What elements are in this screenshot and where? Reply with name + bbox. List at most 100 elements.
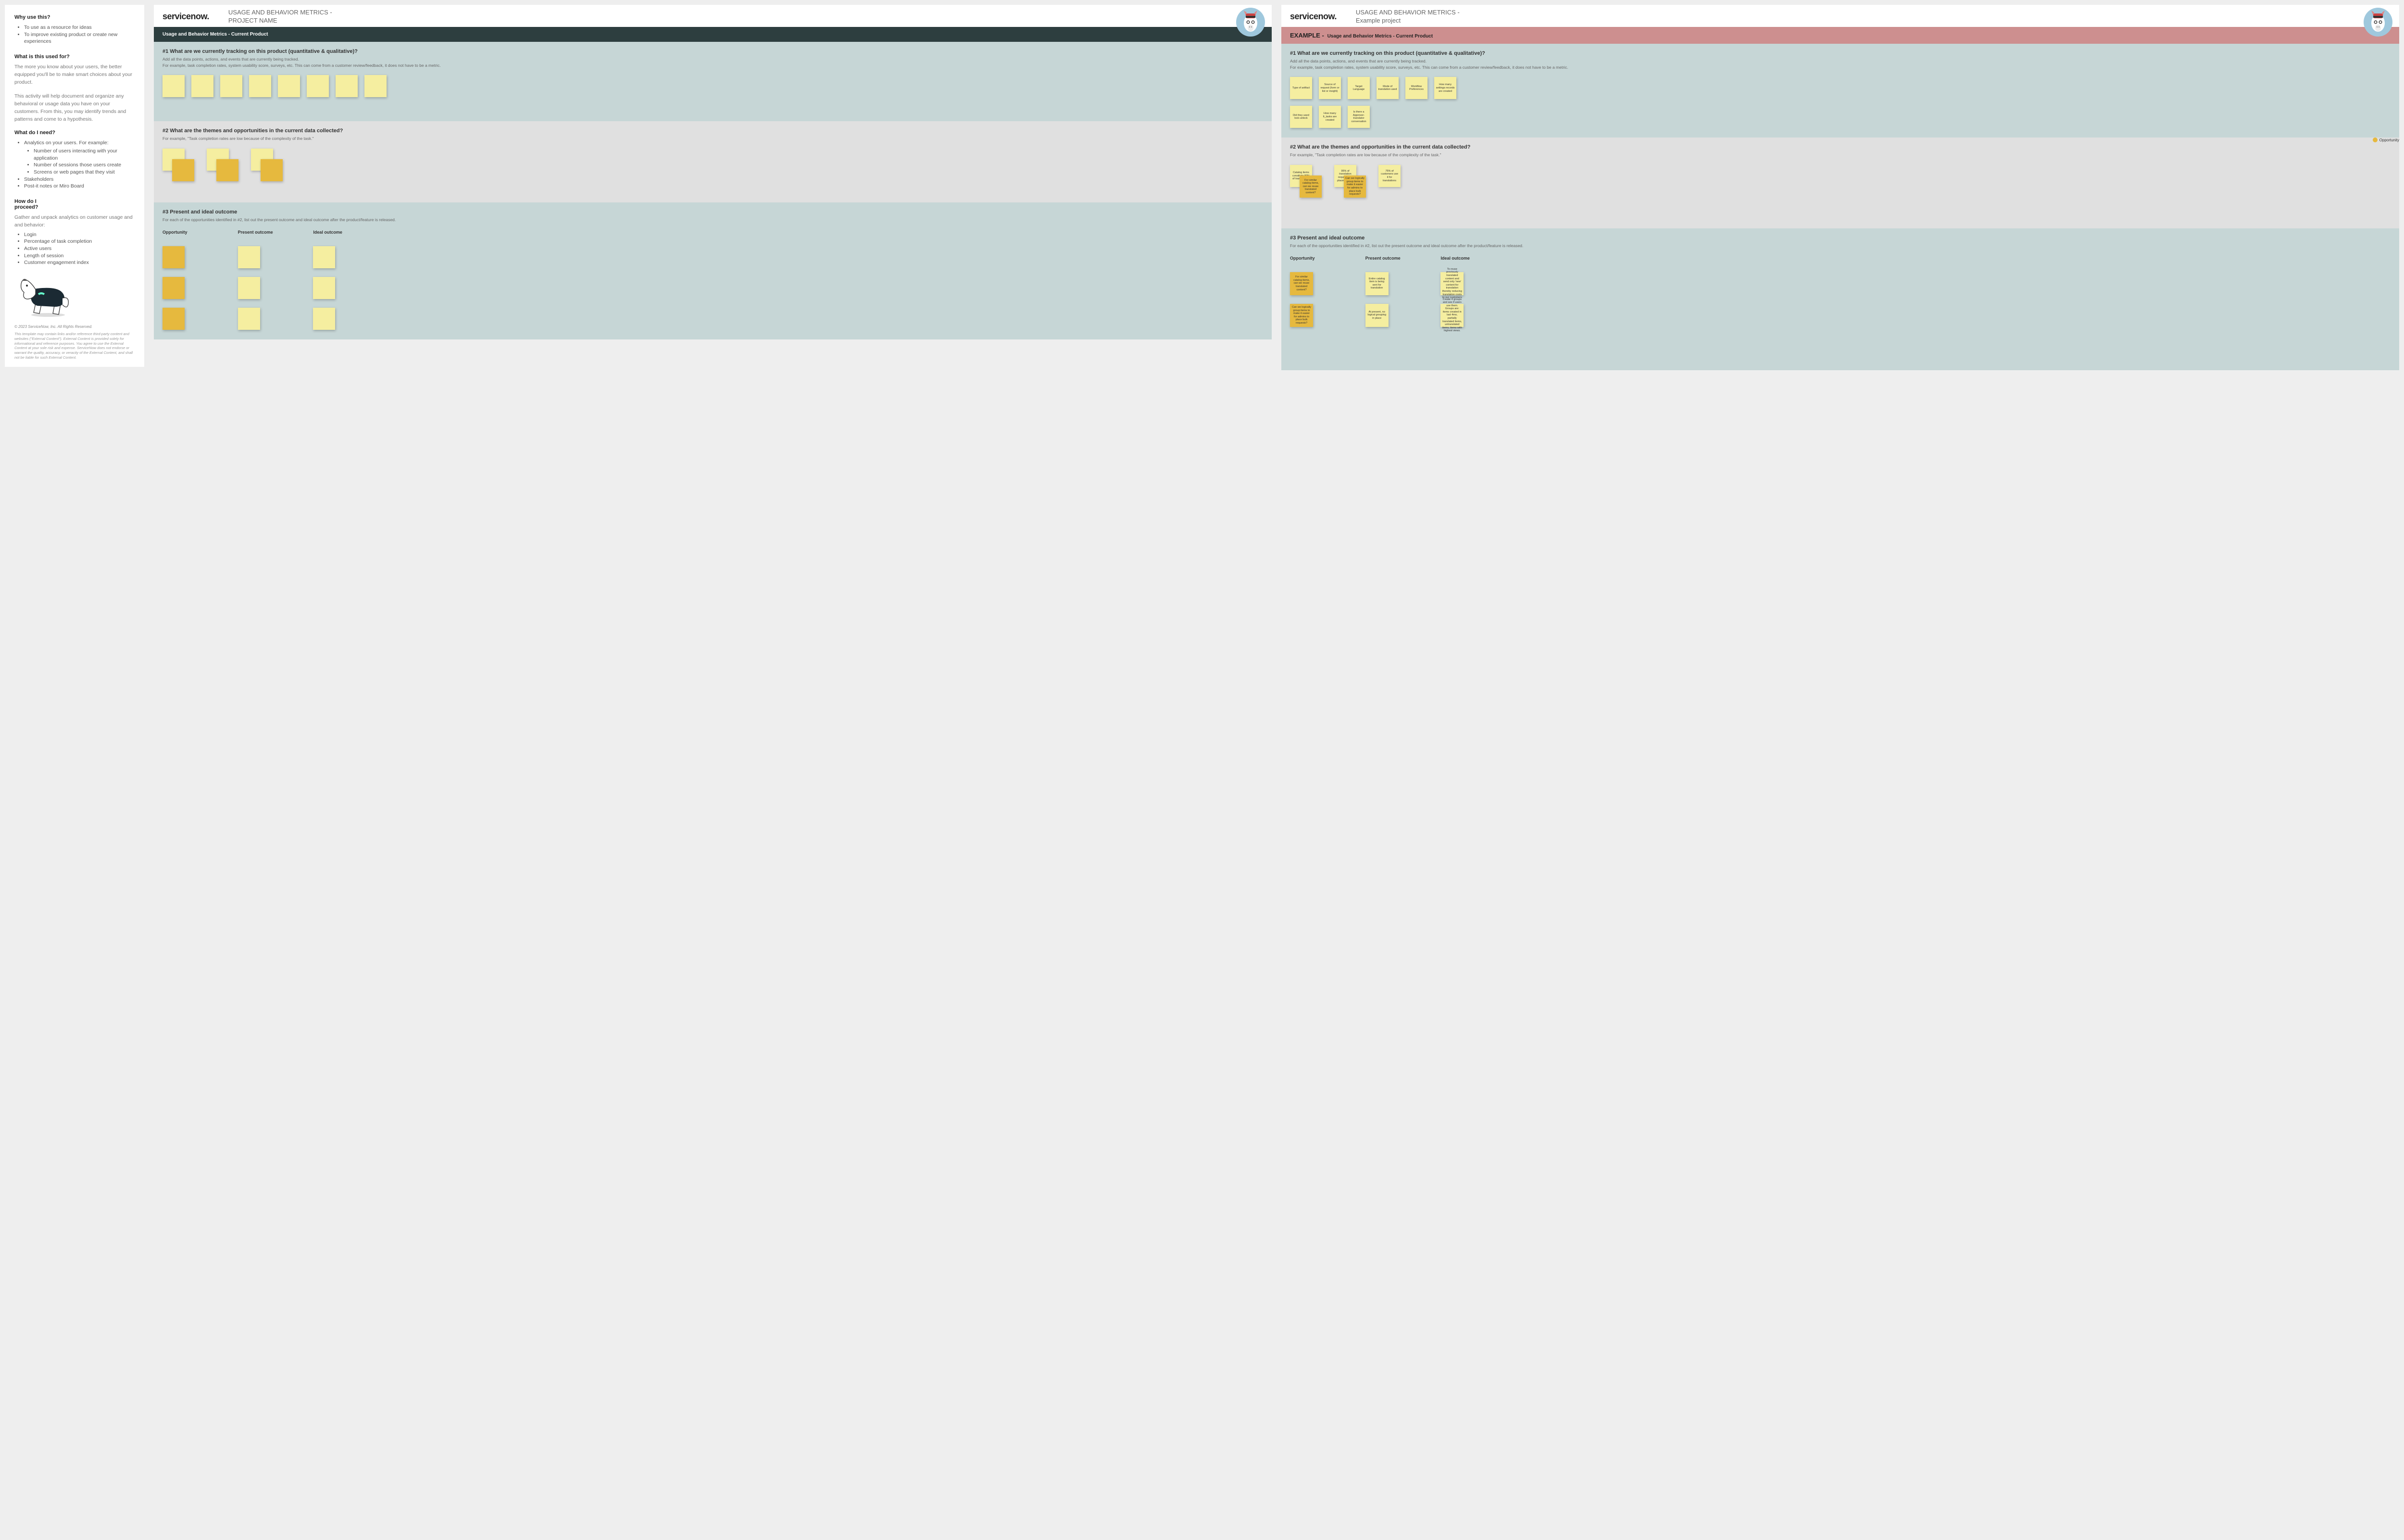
list-item: Stakeholders — [24, 176, 135, 183]
sticky-note-opportunity[interactable] — [172, 159, 194, 181]
example-header: servicenow. USAGE AND BEHAVIOR METRICS -… — [1281, 5, 2399, 27]
q1-hint: Add all the data points, actions, and ev… — [163, 56, 1263, 69]
why-list: To use as a resource for ideas To improv… — [14, 24, 135, 45]
q3-title: #3 Present and ideal outcome — [1290, 235, 2391, 241]
template-subheader: Usage and Behavior Metrics - Current Pro… — [154, 27, 1272, 42]
q1-hint: Add all the data points, actions, and ev… — [1290, 58, 2391, 71]
note-pair — [251, 149, 273, 193]
sticky-note[interactable]: Did they used lock-unlock — [1290, 106, 1312, 128]
sticky-note[interactable]: 75% of customers use it for translations — [1378, 165, 1401, 187]
heading-need: What do I need? — [14, 130, 135, 136]
disclaimer-text: This template may contain links and/or r… — [14, 332, 135, 360]
example-section-3: #3 Present and ideal outcome For each of… — [1281, 228, 2399, 370]
q2-hint: For example, "Task completion rates are … — [163, 136, 1263, 142]
q1-notes-row — [163, 75, 1263, 97]
sticky-note[interactable] — [238, 308, 260, 330]
note-pair — [163, 149, 185, 193]
example-section-2: Opportunity #2 What are the themes and o… — [1281, 138, 2399, 228]
sticky-note-opportunity[interactable]: For similar catalog items, can we reuse … — [1290, 272, 1313, 295]
example-subheader-text: Usage and Behavior Metrics - Current Pro… — [1327, 34, 1433, 39]
note-pair: 75% of customers use it for translations — [1378, 165, 1401, 209]
q2-notes-row — [163, 149, 1263, 193]
example-board: servicenow. USAGE AND BEHAVIOR METRICS -… — [1281, 5, 2399, 370]
sticky-note[interactable]: How many lt_tasks are created — [1319, 106, 1341, 128]
sticky-note[interactable] — [336, 75, 358, 97]
proceed-list: Login Percentage of task completion Acti… — [14, 231, 135, 266]
legend-label: Opportunity — [2379, 138, 2399, 142]
sticky-note[interactable] — [364, 75, 387, 97]
info-panel: Why use this? To use as a resource for i… — [5, 5, 144, 367]
col-ideal: Ideal outcome — [1440, 256, 1492, 261]
template-section-1: #1 What are we currently tracking on thi… — [154, 42, 1272, 122]
q2-hint: For example, "Task completion rates are … — [1290, 152, 2391, 158]
sticky-note-opportunity[interactable] — [261, 159, 283, 181]
col-opportunity: Opportunity — [1290, 256, 1341, 261]
servicenow-logo: servicenow. — [163, 12, 209, 22]
sticky-note[interactable]: Mode of translation used — [1377, 77, 1399, 99]
sticky-note[interactable] — [238, 246, 260, 268]
sticky-note[interactable]: Entire catalog item is being sent for tr… — [1365, 272, 1389, 295]
sticky-note-opportunity[interactable]: Can we logically group items to make it … — [1344, 175, 1366, 198]
sticky-note[interactable]: To reuse previously translated content a… — [1440, 272, 1464, 295]
col-present: Present outcome — [238, 230, 289, 235]
sticky-note[interactable]: How many settings records are created — [1434, 77, 1456, 99]
note-pair: Catalog items constitute 80% of translat… — [1290, 165, 1312, 209]
list-item: To improve existing product or create ne… — [24, 31, 135, 45]
sticky-note[interactable] — [313, 277, 335, 299]
dog-illustration — [14, 275, 135, 320]
list-item: Screens or web pages that they visit — [34, 169, 135, 176]
llama-avatar — [1236, 8, 1265, 37]
sticky-note[interactable]: Type of artifact — [1290, 77, 1312, 99]
used-para-2: This activity will help document and org… — [14, 93, 135, 123]
need-list: Analytics on your users. For example: Nu… — [14, 139, 135, 190]
sticky-note[interactable]: Source of request (form or list or insig… — [1319, 77, 1341, 99]
sticky-note[interactable] — [278, 75, 300, 97]
note-pair: 95% of translation requests are placed i… — [1334, 165, 1356, 209]
sticky-note[interactable]: At present, no logical grouping in place — [1365, 304, 1389, 327]
sticky-note[interactable] — [238, 277, 260, 299]
sticky-note[interactable] — [313, 308, 335, 330]
need-intro: Analytics on your users. For example: — [24, 140, 109, 146]
sticky-note[interactable] — [220, 75, 242, 97]
template-title: USAGE AND BEHAVIOR METRICS - PROJECT NAM… — [228, 9, 353, 25]
list-item: Number of sessions those users create — [34, 162, 135, 169]
sticky-note[interactable] — [249, 75, 271, 97]
template-header: servicenow. USAGE AND BEHAVIOR METRICS -… — [154, 5, 1272, 27]
list-item: To use as a resource for ideas — [24, 24, 135, 31]
sticky-note-opportunity[interactable]: Can we logically group items to make it … — [1290, 304, 1313, 327]
sticky-note-opportunity[interactable] — [163, 308, 185, 330]
list-item: Number of users interacting with your ap… — [34, 148, 135, 162]
sticky-note-opportunity[interactable]: For similar catalog items, can we reuse … — [1300, 175, 1322, 198]
example-subheader: EXAMPLE - Usage and Behavior Metrics - C… — [1281, 27, 2399, 44]
sticky-note[interactable]: Target Language — [1348, 77, 1370, 99]
list-item: Login — [24, 231, 135, 238]
example-prefix: EXAMPLE - — [1290, 32, 1324, 39]
template-section-2: #2 What are the themes and opportunities… — [154, 121, 1272, 202]
sticky-note[interactable]: Create 4 groups and see if users use the… — [1440, 304, 1464, 327]
q1-notes-row: Type of artifact Source of request (form… — [1290, 77, 1473, 128]
proceed-intro: Gather and unpack analytics on customer … — [14, 214, 135, 229]
sticky-note[interactable]: Workflow Preferences — [1405, 77, 1427, 99]
sticky-note-opportunity[interactable] — [163, 246, 185, 268]
q1-title: #1 What are we currently tracking on thi… — [1290, 50, 2391, 56]
copyright-text: © 2023 ServiceNow, Inc. All Rights Reser… — [14, 325, 135, 329]
list-item: Post-it notes or Miro Board — [24, 183, 135, 190]
list-item: Customer engagement index — [24, 259, 135, 266]
heading-used-for: What is this used for? — [14, 54, 135, 60]
q2-notes-row: Catalog items constitute 80% of translat… — [1290, 165, 2391, 209]
sticky-note[interactable] — [191, 75, 213, 97]
sticky-note[interactable] — [163, 75, 185, 97]
sticky-note-opportunity[interactable] — [216, 159, 238, 181]
sticky-note-opportunity[interactable] — [163, 277, 185, 299]
legend-dot-icon — [2373, 138, 2378, 142]
opportunity-legend: Opportunity — [2373, 138, 2399, 142]
sticky-note[interactable] — [313, 246, 335, 268]
q3-hint: For each of the opportunities identified… — [163, 217, 1263, 223]
template-section-3: #3 Present and ideal outcome For each of… — [154, 202, 1272, 339]
sticky-note[interactable]: Is there a Approver-translator conversat… — [1348, 106, 1370, 128]
used-para-1: The more you know about your users, the … — [14, 63, 135, 86]
outcome-grid: Opportunity Present outcome Ideal outcom… — [1290, 256, 1492, 327]
example-section-1: #1 What are we currently tracking on thi… — [1281, 44, 2399, 138]
col-opportunity: Opportunity — [163, 230, 214, 235]
sticky-note[interactable] — [307, 75, 329, 97]
